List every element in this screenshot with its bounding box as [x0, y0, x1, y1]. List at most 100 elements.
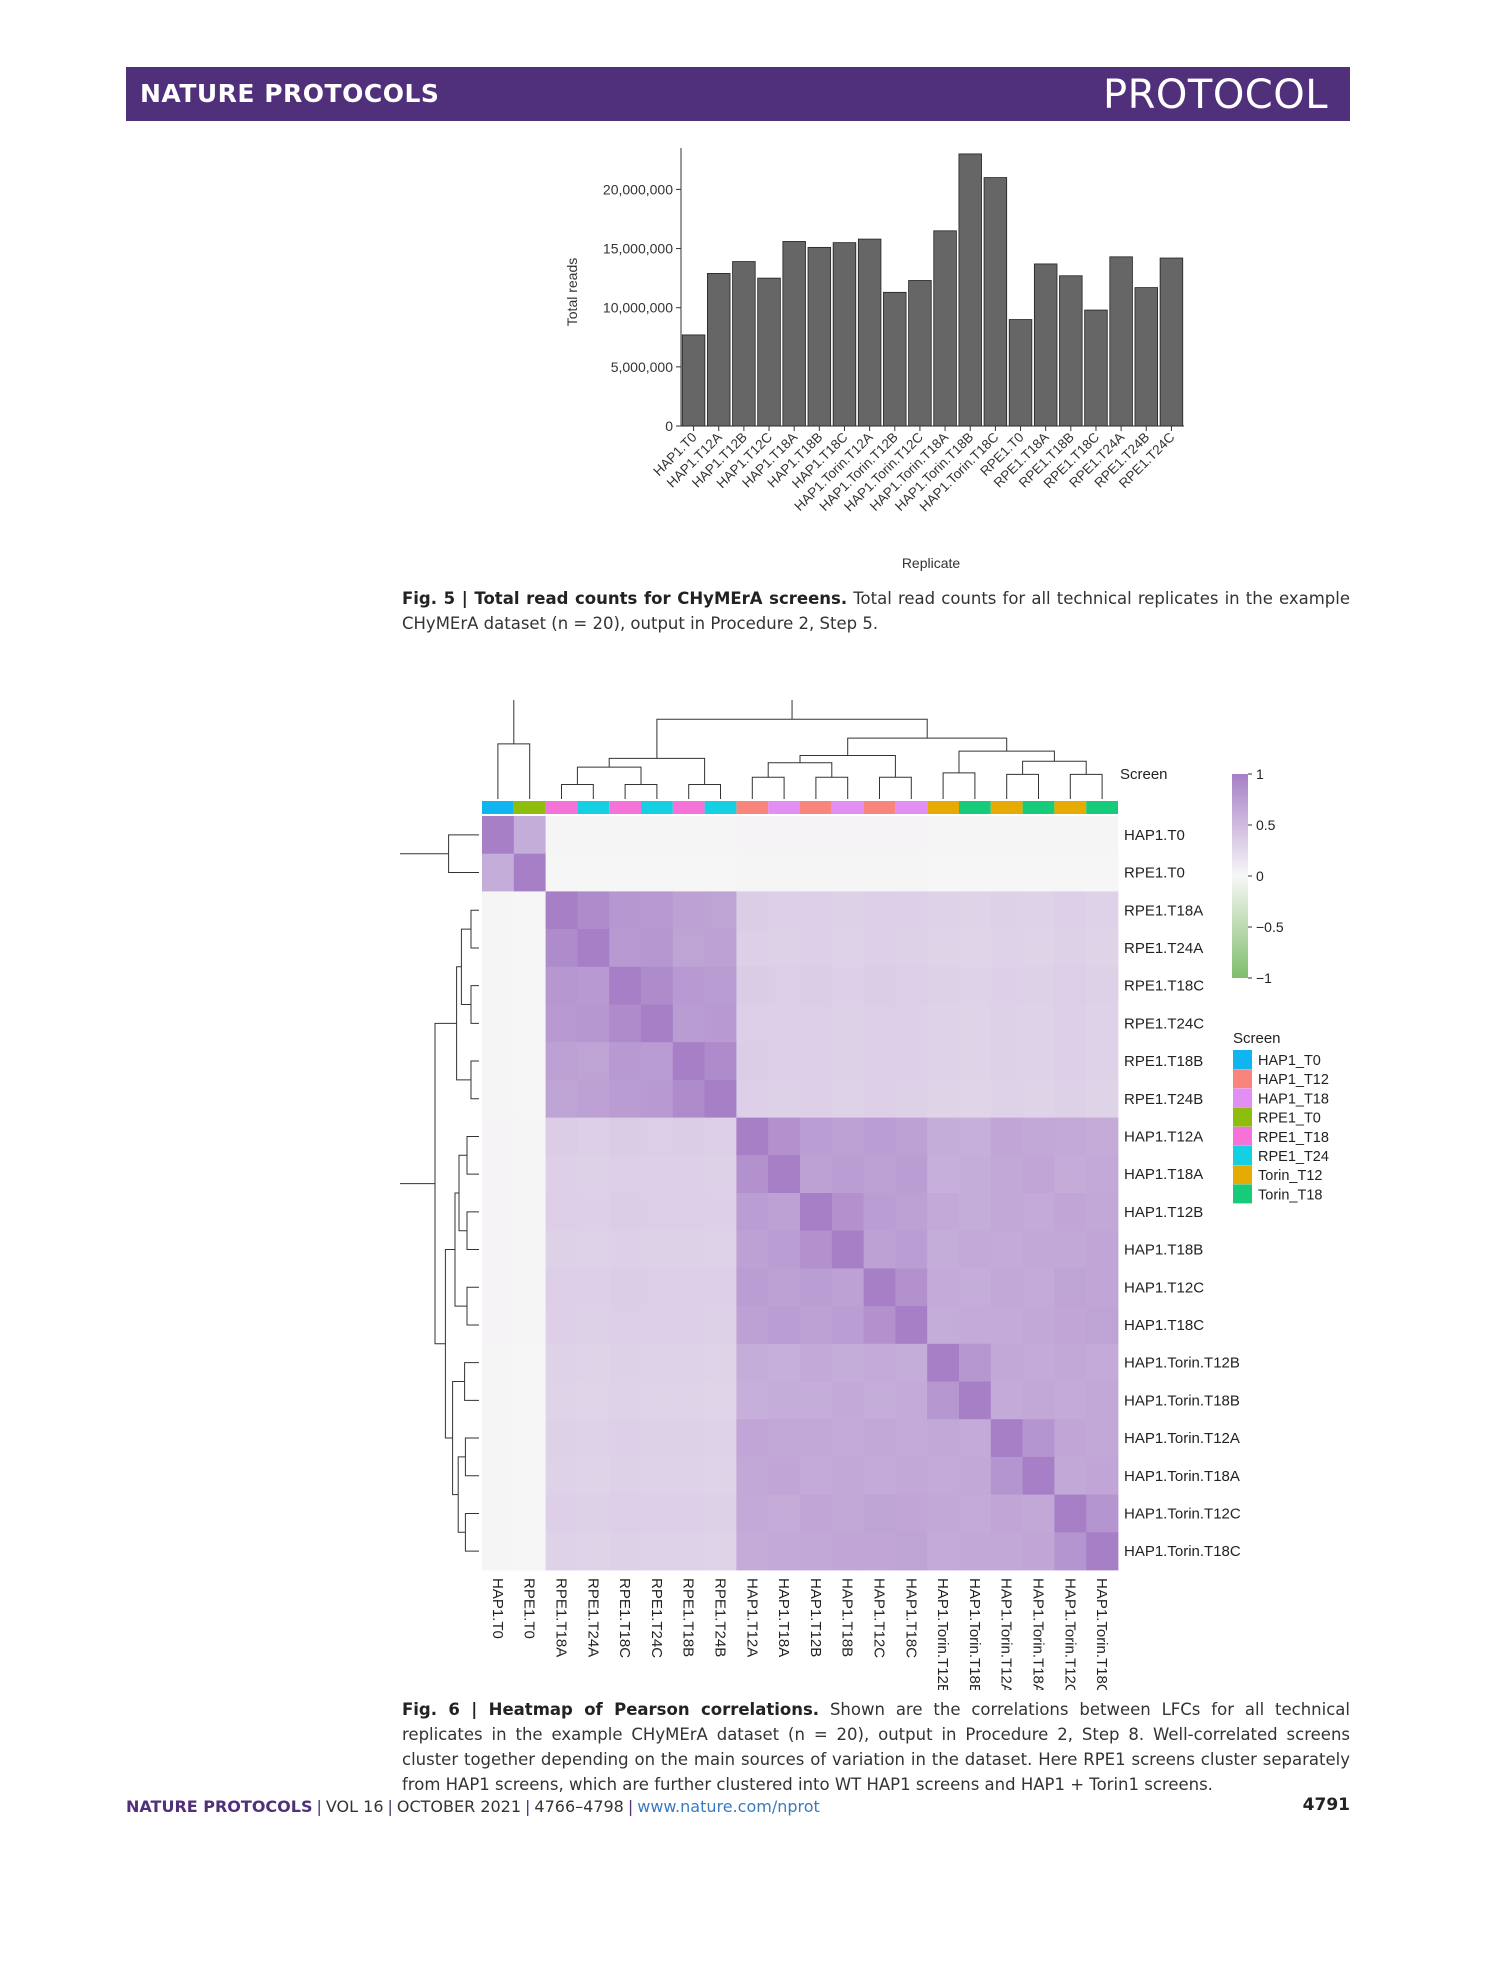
- heatmap-cell: [863, 1343, 896, 1382]
- heatmap-cell: [704, 1193, 737, 1232]
- heatmap-cell: [768, 853, 801, 892]
- fig6-caption: Fig. 6 | Heatmap of Pearson correlations…: [402, 1697, 1350, 1797]
- heatmap-cell: [800, 1532, 833, 1571]
- heatmap-cell: [927, 1381, 960, 1420]
- heatmap-cell: [641, 1456, 674, 1495]
- heatmap-cell: [863, 891, 896, 930]
- heatmap-cell: [577, 891, 610, 930]
- legend-swatch: [1233, 1165, 1252, 1185]
- footer-pages: 4766–4798: [534, 1797, 624, 1816]
- heatmap-cell: [895, 1532, 928, 1571]
- heatmap-cell: [609, 1193, 642, 1232]
- footer-journal: NATURE PROTOCOLS: [126, 1797, 313, 1816]
- footer-date: OCTOBER 2021: [396, 1797, 522, 1816]
- heatmap-cell: [1086, 1117, 1119, 1156]
- fig5-y-tick-label: 5,000,000: [611, 359, 673, 375]
- heatmap-cell: [800, 1004, 833, 1043]
- heatmap-cell: [672, 891, 705, 930]
- heatmap-cell: [768, 1306, 801, 1345]
- row-label: HAP1.T12C: [1124, 1279, 1204, 1296]
- heatmap-cell: [1086, 1419, 1119, 1458]
- row-label: HAP1.Torin.T12B: [1124, 1355, 1240, 1372]
- heatmap-cell: [1022, 891, 1055, 930]
- row-label: RPE1.T0: [1124, 865, 1185, 882]
- heatmap-cell: [482, 1268, 515, 1307]
- heatmap-cell: [704, 1343, 737, 1382]
- heatmap-cell: [1086, 1193, 1119, 1232]
- heatmap-cell: [736, 1193, 769, 1232]
- screen-annotation-cell: [736, 801, 769, 814]
- heatmap-cell: [704, 1117, 737, 1156]
- heatmap-cell: [927, 1494, 960, 1533]
- dendrogram-branch: [815, 776, 849, 799]
- heatmap-cell: [577, 1456, 610, 1495]
- heatmap-cell: [1022, 1532, 1055, 1571]
- screen-annotation-cell: [672, 801, 705, 814]
- heatmap-cell: [831, 1193, 864, 1232]
- heatmap-cell: [545, 1343, 578, 1382]
- heatmap-cell: [927, 853, 960, 892]
- heatmap-cell: [641, 1532, 674, 1571]
- heatmap-cell: [800, 816, 833, 855]
- fig5-bar: [832, 242, 857, 427]
- heatmap-cell: [927, 1532, 960, 1571]
- heatmap-cell: [1086, 1155, 1119, 1194]
- heatmap-cell: [768, 1117, 801, 1156]
- heatmap-cell: [609, 1343, 642, 1382]
- heatmap-cell: [672, 1343, 705, 1382]
- heatmap-cell: [1086, 1306, 1119, 1345]
- heatmap-cell: [927, 966, 960, 1005]
- colorbar-tick-label: 1: [1256, 766, 1264, 782]
- dendrogram-branch: [466, 1286, 479, 1326]
- heatmap-cell: [1086, 853, 1119, 892]
- heatmap-cell: [545, 853, 578, 892]
- heatmap-cell: [1022, 1193, 1055, 1232]
- heatmap-cell: [609, 853, 642, 892]
- heatmap-cell: [895, 1079, 928, 1118]
- heatmap-cell: [513, 1456, 546, 1495]
- heatmap-cell: [704, 1079, 737, 1118]
- heatmap-cell: [990, 1419, 1023, 1458]
- heatmap-cell: [1086, 966, 1119, 1005]
- heatmap-cell: [672, 929, 705, 968]
- heatmap-cell: [927, 1419, 960, 1458]
- column-label: RPE1.T0: [521, 1578, 538, 1639]
- footer-url[interactable]: www.nature.com/nprot: [637, 1797, 820, 1816]
- legend-swatch: [1233, 1088, 1252, 1108]
- footer-volume: VOL 16: [325, 1797, 384, 1816]
- screen-annotation-cell: [831, 801, 864, 814]
- heatmap-cell: [895, 929, 928, 968]
- heatmap-cell: [545, 1268, 578, 1307]
- colorbar-ticks: 1 0.5 0 −0.5 −1: [1248, 766, 1284, 986]
- heatmap-cell: [1086, 1456, 1119, 1495]
- heatmap-cell: [831, 1494, 864, 1533]
- heatmap-cell: [513, 1532, 546, 1571]
- heatmap-cell: [577, 1381, 610, 1420]
- heatmap-cell: [800, 1381, 833, 1420]
- heatmap-cell: [545, 1532, 578, 1571]
- heatmap-cell: [959, 1532, 992, 1571]
- heatmap-cell: [1022, 966, 1055, 1005]
- heatmap-cell: [1086, 1042, 1119, 1081]
- row-label: HAP1.Torin.T18C: [1124, 1543, 1241, 1560]
- heatmap-cell: [959, 1343, 992, 1382]
- heatmap-cell: [1054, 891, 1087, 930]
- dendrogram-branch: [513, 700, 793, 744]
- heatmap-cell: [831, 1230, 864, 1269]
- heatmap-cell: [736, 1381, 769, 1420]
- heatmap-cell: [768, 1456, 801, 1495]
- heatmap-cell: [641, 1230, 674, 1269]
- heatmap-cell: [641, 1042, 674, 1081]
- heatmap-cell: [990, 1268, 1023, 1307]
- heatmap-cell: [1086, 1532, 1119, 1571]
- dendrogram-branch: [847, 737, 1008, 756]
- heatmap-cell: [482, 1117, 515, 1156]
- heatmap-cell: [577, 853, 610, 892]
- heatmap-cell: [1086, 1268, 1119, 1307]
- heatmap-cell: [927, 891, 960, 930]
- heatmap-cell: [895, 1456, 928, 1495]
- heatmap-cell: [672, 966, 705, 1005]
- heatmap-cell: [800, 929, 833, 968]
- heatmap-cell: [641, 891, 674, 930]
- heatmap-cell: [927, 929, 960, 968]
